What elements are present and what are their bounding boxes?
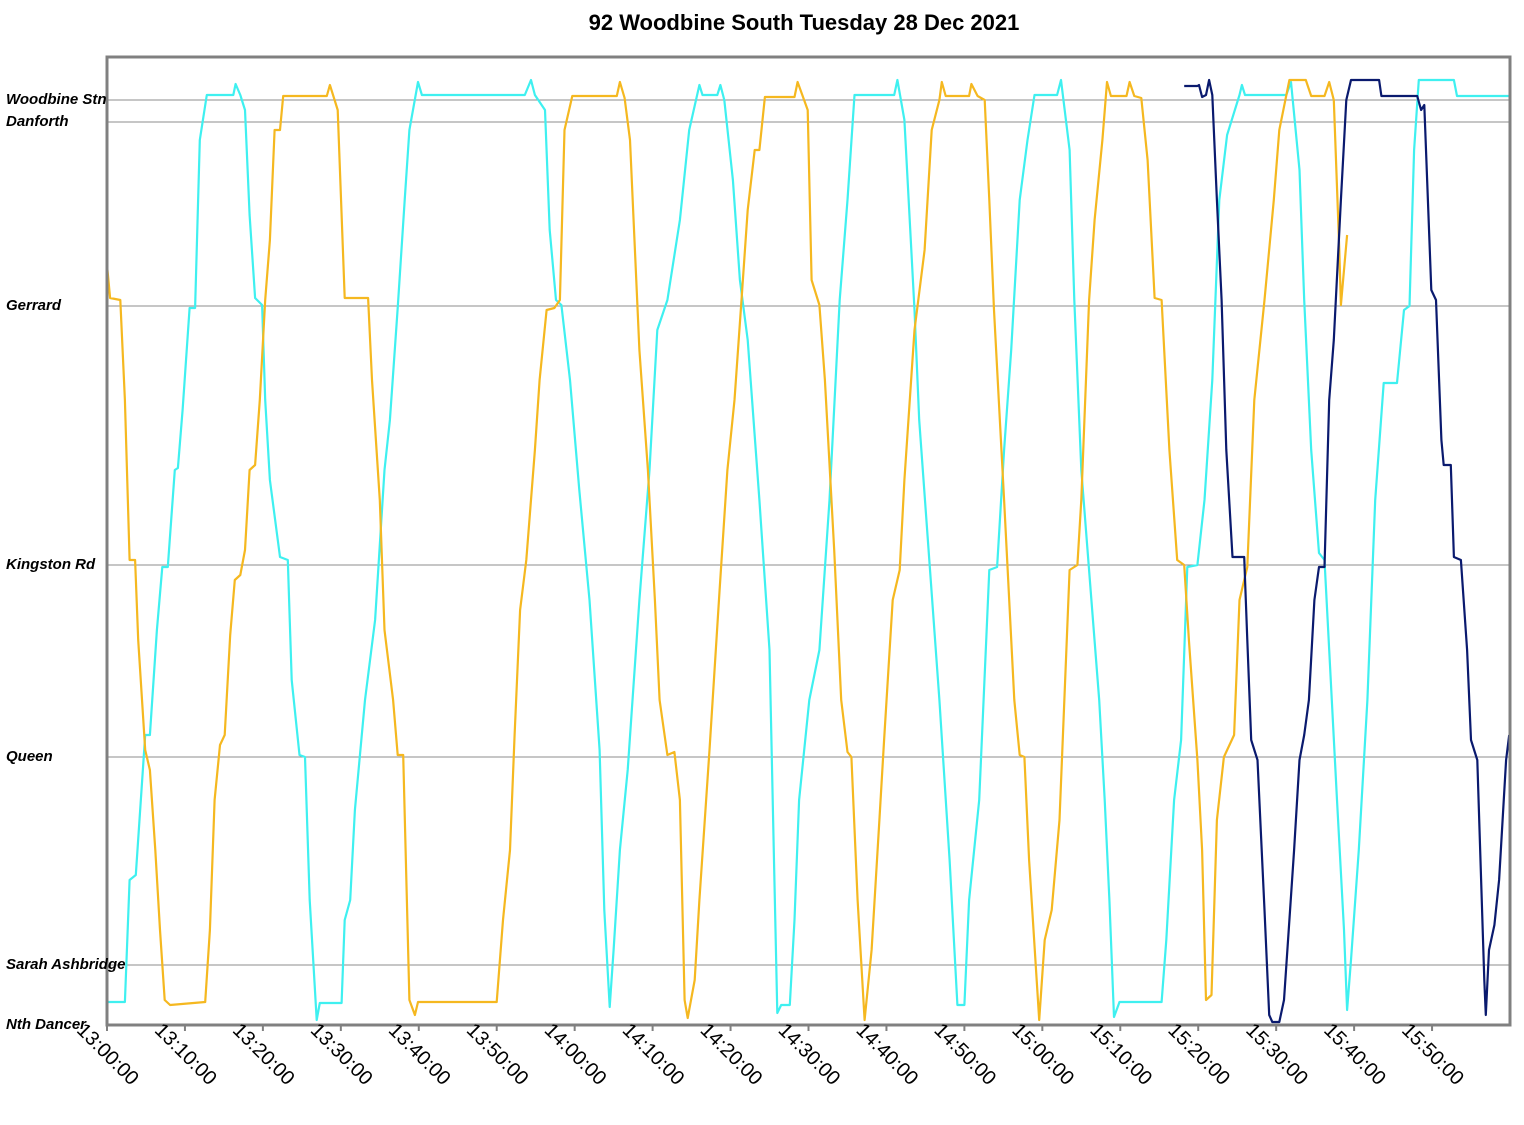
y-tick-label: Sarah Ashbridge — [6, 956, 125, 973]
y-tick-label: Nth Dancer — [6, 1016, 87, 1033]
series-line — [1184, 78, 1511, 1024]
y-tick-label: Gerrard — [6, 297, 62, 314]
y-tick-label: Woodbine Stn — [6, 91, 107, 108]
y-tick-label: Danforth — [6, 113, 69, 130]
lines — [105, 78, 1511, 1024]
chart-title: 92 Woodbine South Tuesday 28 Dec 2021 — [589, 10, 1020, 35]
y-tick-label: Kingston Rd — [6, 556, 96, 573]
y-tick-label: Queen — [6, 748, 53, 765]
series-line — [105, 78, 1349, 1022]
grid — [107, 99, 1510, 1026]
plot-frame — [105, 55, 1512, 1027]
series-line — [107, 78, 1510, 1022]
